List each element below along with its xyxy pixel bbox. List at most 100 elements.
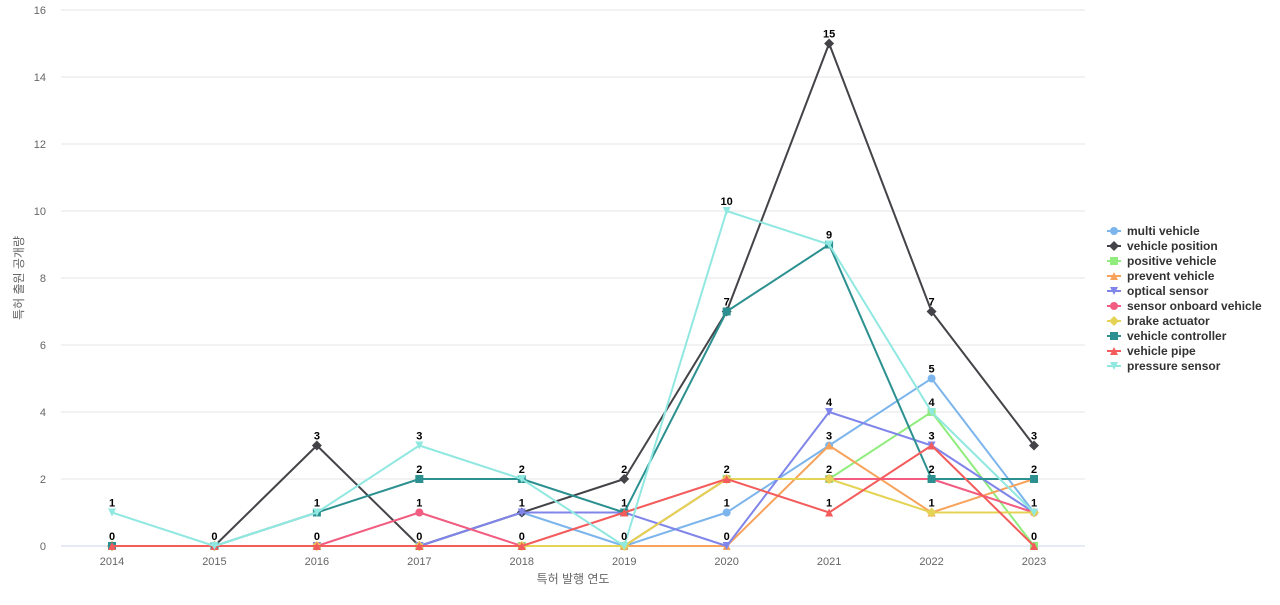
data-point[interactable] <box>620 542 629 550</box>
data-label: 1 <box>314 498 320 510</box>
data-label: 1 <box>724 498 730 510</box>
data-point[interactable] <box>210 542 219 550</box>
data-point[interactable] <box>312 508 321 517</box>
x-tick-label: 2023 <box>1022 556 1046 568</box>
series-multi-vehicle[interactable] <box>108 374 1038 551</box>
data-point[interactable] <box>824 474 835 484</box>
legend-item-positive-vehicle[interactable]: positive vehicle <box>1107 254 1217 268</box>
data-point[interactable] <box>415 441 424 450</box>
legend-marker[interactable] <box>1110 347 1118 355</box>
data-point[interactable] <box>825 441 834 450</box>
data-point[interactable] <box>926 507 937 518</box>
data-label: 0 <box>109 531 115 543</box>
y-tick-label: 12 <box>34 139 46 151</box>
legend-item-prevent-vehicle[interactable]: prevent vehicle <box>1107 269 1215 283</box>
data-label: 2 <box>826 464 832 476</box>
data-point[interactable] <box>415 542 424 550</box>
legend-label: prevent vehicle <box>1127 269 1215 283</box>
data-label: 5 <box>928 364 934 376</box>
data-point[interactable] <box>927 475 936 483</box>
legend-label: vehicle position <box>1127 239 1218 253</box>
data-point[interactable] <box>927 441 936 450</box>
data-point[interactable] <box>1030 542 1038 550</box>
series-line[interactable] <box>112 377 1035 547</box>
legend-item-brake-actuator[interactable]: brake actuator <box>1107 314 1210 328</box>
data-label: 2 <box>724 464 730 476</box>
data-point[interactable] <box>927 408 936 416</box>
legend-label: vehicle controller <box>1127 329 1227 343</box>
series-line[interactable] <box>111 210 1035 547</box>
series-pressure-sensor[interactable] <box>108 207 1038 550</box>
series-vehicle-controller[interactable] <box>108 240 1038 551</box>
series-line[interactable] <box>112 444 1035 547</box>
data-point[interactable] <box>415 508 424 517</box>
data-point[interactable] <box>722 475 731 483</box>
data-point[interactable] <box>620 508 629 517</box>
legend-item-sensor-onboard-vehicle[interactable]: sensor onboard vehicle <box>1107 299 1262 313</box>
data-point[interactable] <box>108 508 116 517</box>
legend-marker[interactable] <box>1110 227 1118 235</box>
data-point[interactable] <box>722 508 731 517</box>
x-tick-label: 2015 <box>202 556 226 568</box>
data-label: 2 <box>621 464 627 476</box>
data-point[interactable] <box>825 508 834 517</box>
legend-label: pressure sensor <box>1127 359 1221 373</box>
data-point[interactable] <box>825 408 834 416</box>
data-point[interactable] <box>619 474 630 484</box>
data-point[interactable] <box>108 542 116 550</box>
y-tick-label: 2 <box>40 474 46 486</box>
data-label: 0 <box>314 531 320 543</box>
data-point[interactable] <box>1029 440 1039 451</box>
data-point[interactable] <box>1030 508 1038 517</box>
data-point[interactable] <box>517 475 526 483</box>
y-tick-label: 8 <box>40 273 46 285</box>
data-point[interactable] <box>517 508 526 517</box>
data-point[interactable] <box>926 306 937 317</box>
data-point[interactable] <box>722 307 731 316</box>
legend-item-pressure-sensor[interactable]: pressure sensor <box>1107 359 1221 373</box>
y-axis-title: 특허 출원 공개량 <box>12 236 26 320</box>
data-point[interactable] <box>311 440 322 451</box>
legend-marker[interactable] <box>1110 257 1118 265</box>
data-label: 0 <box>1031 531 1037 543</box>
y-tick-label: 6 <box>40 340 46 352</box>
data-label: 2 <box>416 464 422 476</box>
data-label: 3 <box>928 431 934 443</box>
x-tick-label: 2014 <box>100 556 124 568</box>
data-point[interactable] <box>722 207 731 215</box>
series-line[interactable] <box>112 42 1035 547</box>
x-tick-label: 2018 <box>510 556 534 568</box>
legend-marker[interactable] <box>1109 316 1119 326</box>
y-tick-label: 4 <box>40 407 46 419</box>
y-tick-label: 0 <box>40 541 46 553</box>
data-point[interactable] <box>927 374 936 383</box>
legend-item-vehicle-pipe[interactable]: vehicle pipe <box>1107 344 1196 358</box>
series-vehicle-pipe[interactable] <box>108 441 1038 551</box>
data-label: 3 <box>826 431 832 443</box>
series-vehicle-position[interactable] <box>107 38 1039 552</box>
data-label: 2 <box>519 464 525 476</box>
data-point[interactable] <box>312 542 321 550</box>
legend-marker[interactable] <box>1109 241 1119 251</box>
data-point[interactable] <box>824 38 835 49</box>
data-label: 9 <box>826 230 832 242</box>
data-point[interactable] <box>825 240 834 249</box>
legend-item-optical-sensor[interactable]: optical sensor <box>1107 284 1209 298</box>
data-label: 0 <box>621 531 627 543</box>
data-point[interactable] <box>517 542 526 550</box>
data-point[interactable] <box>1030 475 1038 483</box>
legend-marker[interactable] <box>1110 287 1118 295</box>
data-point[interactable] <box>722 542 731 550</box>
legend-item-multi-vehicle[interactable]: multi vehicle <box>1107 224 1200 238</box>
legend-item-vehicle-position[interactable]: vehicle position <box>1107 239 1218 253</box>
x-tick-label: 2021 <box>817 556 841 568</box>
legend-marker[interactable] <box>1110 332 1118 340</box>
series-layer <box>107 38 1039 552</box>
legend-marker[interactable] <box>1110 302 1118 310</box>
legend-marker[interactable] <box>1110 362 1118 370</box>
data-point[interactable] <box>415 475 424 483</box>
legend-marker[interactable] <box>1110 272 1118 280</box>
legend-item-vehicle-controller[interactable]: vehicle controller <box>1107 329 1227 343</box>
